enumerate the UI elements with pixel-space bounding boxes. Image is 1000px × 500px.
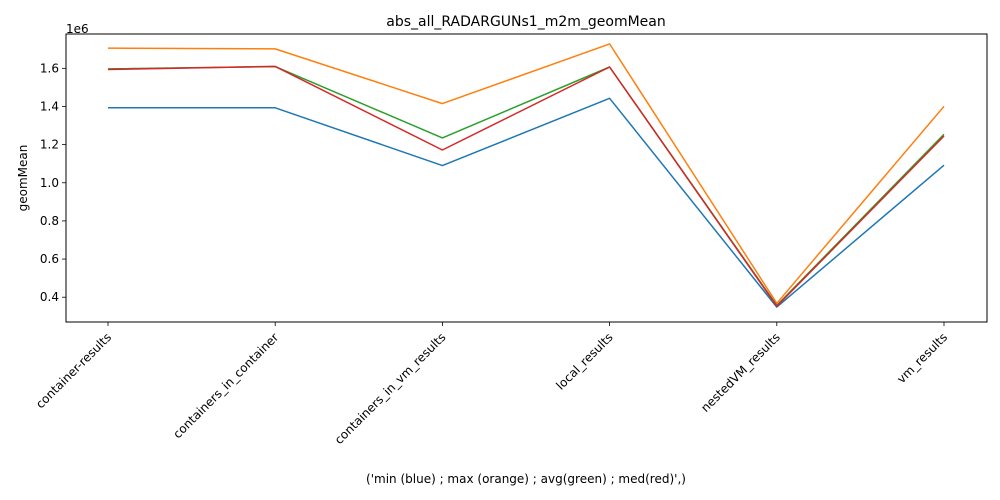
y-axis: 0.4 0.6 0.8 1.0 1.2 1.4 1.6 [40,61,66,304]
y-tick-label: 1.6 [40,61,59,75]
series-layer [107,43,945,308]
y-tick-label: 1.4 [40,99,59,113]
chart-title: abs_all_RADARGUNs1_m2m_geomMean [386,14,666,30]
series-line-med [107,65,945,307]
y-tick-label: 1.2 [40,138,59,152]
y-tick-label: 0.8 [40,214,59,228]
y-tick-label: 0.4 [40,290,59,304]
y-offset-label: 1e6 [66,22,89,36]
y-axis-label: geomMean [16,145,30,212]
plot-frame [65,33,988,323]
y-tick-label: 0.6 [40,252,59,266]
x-axis-label: ('min (blue) ; max (orange) ; avg(green)… [366,472,686,486]
series-line-max [107,43,945,305]
series-line-min [108,97,945,308]
y-tick-label: 1.0 [40,176,59,190]
